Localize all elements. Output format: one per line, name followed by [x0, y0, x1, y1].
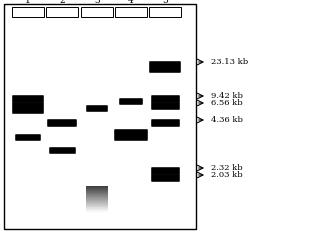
Text: 3: 3: [94, 0, 100, 5]
Bar: [86, 208, 108, 209]
Bar: [86, 206, 108, 207]
Text: 1: 1: [25, 0, 31, 5]
FancyBboxPatch shape: [86, 105, 108, 112]
Bar: [86, 191, 108, 192]
Bar: [86, 210, 108, 211]
FancyBboxPatch shape: [151, 119, 180, 127]
Bar: [86, 199, 108, 200]
Text: 5: 5: [162, 0, 168, 5]
FancyBboxPatch shape: [12, 102, 44, 114]
Bar: [86, 192, 108, 194]
FancyBboxPatch shape: [114, 129, 148, 141]
FancyBboxPatch shape: [151, 174, 180, 182]
FancyBboxPatch shape: [149, 61, 181, 73]
FancyBboxPatch shape: [49, 147, 76, 154]
Text: 4: 4: [128, 0, 134, 5]
Bar: [86, 194, 108, 195]
Bar: [12, 7, 44, 17]
Bar: [86, 193, 108, 194]
Bar: [86, 197, 108, 198]
FancyBboxPatch shape: [119, 98, 143, 105]
Bar: [86, 187, 108, 188]
Bar: [86, 205, 108, 207]
Bar: [46, 7, 78, 17]
Bar: [86, 195, 108, 196]
Bar: [86, 200, 108, 201]
Bar: [86, 211, 108, 212]
Bar: [86, 201, 108, 202]
Bar: [86, 204, 108, 205]
Bar: [86, 189, 108, 190]
Bar: [86, 205, 108, 206]
Bar: [86, 189, 108, 190]
Text: 2.03 kb: 2.03 kb: [211, 171, 243, 179]
Bar: [86, 196, 108, 197]
FancyBboxPatch shape: [15, 134, 41, 141]
Text: 9.42 kb: 9.42 kb: [211, 92, 243, 100]
Bar: [86, 190, 108, 191]
Bar: [86, 194, 108, 196]
FancyBboxPatch shape: [12, 95, 44, 103]
Bar: [86, 188, 108, 189]
Bar: [86, 203, 108, 204]
Bar: [86, 211, 108, 212]
Bar: [149, 7, 181, 17]
Bar: [86, 196, 108, 198]
Bar: [86, 209, 108, 210]
Bar: [86, 187, 108, 188]
Bar: [86, 191, 108, 192]
FancyBboxPatch shape: [47, 119, 77, 127]
Text: 2: 2: [59, 0, 65, 5]
Text: 23.13 kb: 23.13 kb: [211, 58, 248, 66]
FancyBboxPatch shape: [151, 167, 180, 175]
Bar: [86, 207, 108, 209]
Bar: [81, 7, 113, 17]
FancyBboxPatch shape: [151, 95, 180, 103]
Bar: [86, 198, 108, 199]
FancyBboxPatch shape: [151, 102, 180, 110]
Bar: [86, 204, 108, 205]
Bar: [86, 198, 108, 199]
Bar: [4, 4, 196, 229]
Bar: [86, 200, 108, 201]
Bar: [86, 192, 108, 193]
Text: 6.56 kb: 6.56 kb: [211, 99, 243, 107]
Bar: [86, 186, 108, 187]
Bar: [86, 207, 108, 208]
Text: 4.36 kb: 4.36 kb: [211, 116, 243, 124]
Text: 2.32 kb: 2.32 kb: [211, 164, 243, 172]
Bar: [86, 202, 108, 204]
Bar: [115, 7, 147, 17]
Bar: [86, 202, 108, 203]
Bar: [86, 209, 108, 210]
